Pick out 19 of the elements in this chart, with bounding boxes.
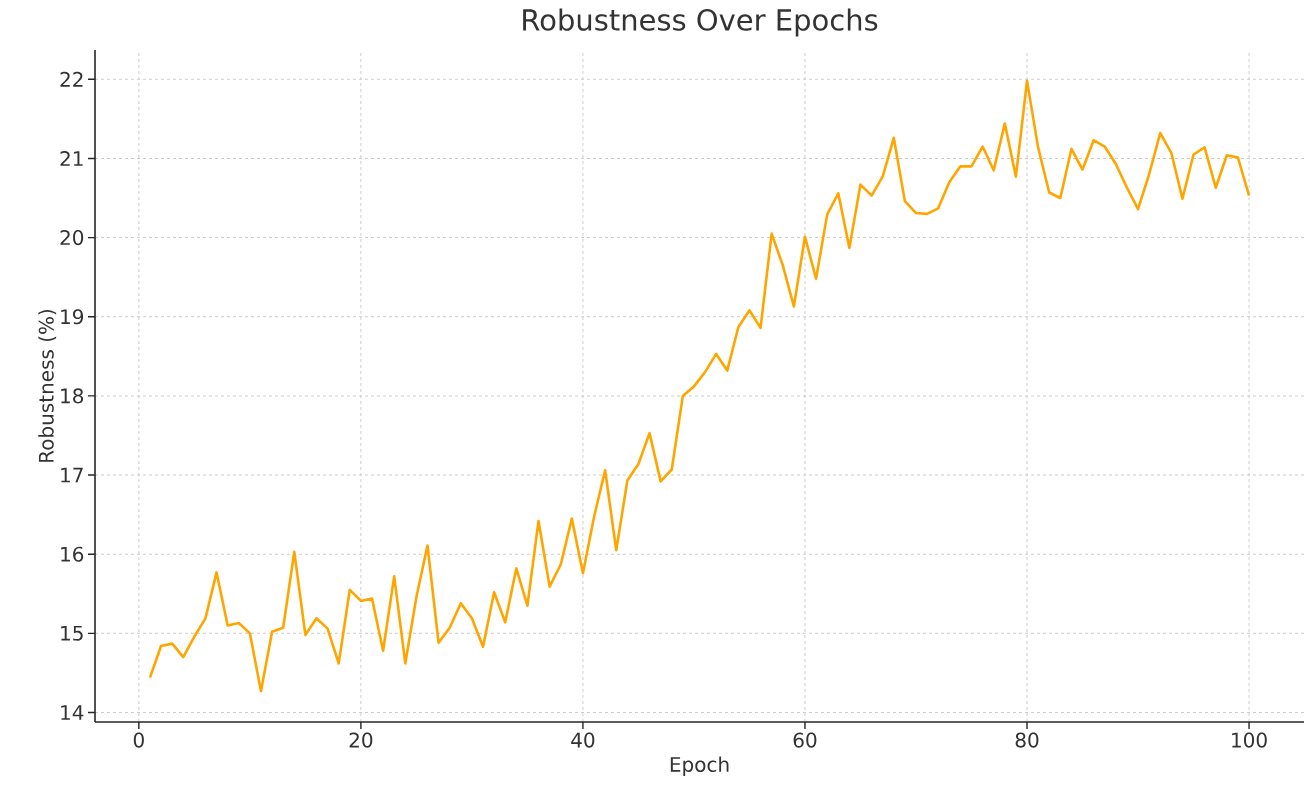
y-tick-label: 15 xyxy=(61,625,83,641)
y-tick-label: 17 xyxy=(61,467,83,483)
y-tick-label: 16 xyxy=(61,546,84,562)
chart-title: Robustness Over Epochs xyxy=(523,8,878,37)
line-series xyxy=(148,79,1251,693)
y-tick-label: 14 xyxy=(61,705,84,720)
y-tick-label: 20 xyxy=(60,230,84,246)
x-tick-label: 80 xyxy=(1015,732,1039,748)
x-tick-label: 100 xyxy=(1232,732,1267,748)
x-axis-title: Epoch xyxy=(670,756,729,776)
y-tick-label: 18 xyxy=(61,388,84,404)
x-tick-label: 60 xyxy=(793,732,817,748)
y-tick-label: 21 xyxy=(60,151,83,166)
x-tick-label: 40 xyxy=(571,732,595,748)
y-tick-label: 22 xyxy=(60,71,83,87)
x-tick-label: 20 xyxy=(349,732,373,748)
x-tick-label: 0 xyxy=(133,732,144,748)
y-tick-label: 19 xyxy=(61,309,84,325)
y-axis-title: Robustness (%) xyxy=(38,309,57,462)
